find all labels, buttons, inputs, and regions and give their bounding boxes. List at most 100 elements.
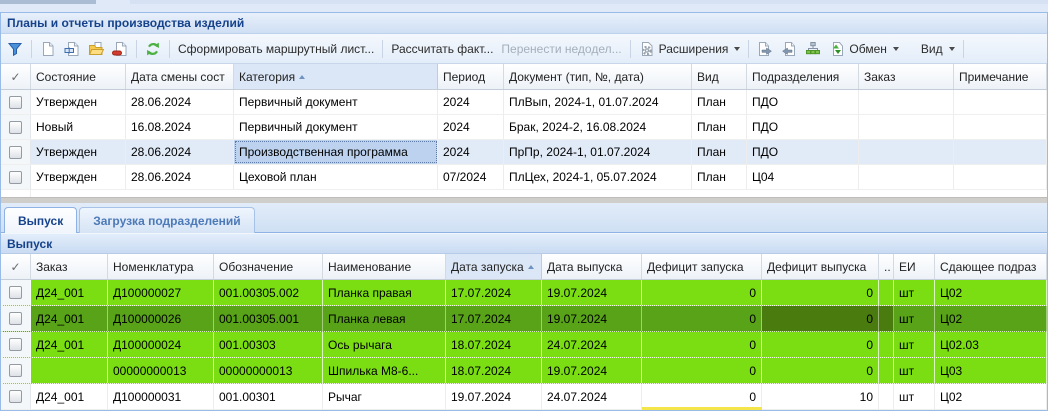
- column-header[interactable]: Период: [438, 64, 504, 89]
- cell: 00000000013: [108, 358, 214, 383]
- column-header[interactable]: Дата выпуска: [542, 254, 642, 279]
- refresh-button[interactable]: [141, 39, 165, 59]
- column-header[interactable]: Обозначение: [214, 254, 323, 279]
- toolbar-separator: [136, 39, 137, 58]
- column-header[interactable]: Дата смены сост: [126, 64, 234, 89]
- delete-document-button[interactable]: [108, 39, 132, 59]
- cell: 2024: [438, 140, 504, 164]
- hierarchy-button[interactable]: [801, 39, 825, 59]
- cell: шт: [894, 358, 935, 383]
- cell: 17.07.2024: [446, 306, 542, 331]
- route-sheet-button[interactable]: Сформировать маршрутный лист...: [174, 40, 378, 58]
- cell: Д24_001: [31, 332, 108, 357]
- calc-fact-button[interactable]: Рассчитать факт...: [387, 40, 497, 58]
- tab-label: Загрузка подразделений: [93, 213, 241, 228]
- row-checkbox[interactable]: [9, 338, 22, 351]
- table-row[interactable]: Д24_001 Д100000031 001.00301 Рычаг 19.07.202…: [1, 384, 1047, 410]
- column-header-label: Сдающее подраз: [940, 259, 1037, 274]
- cell: 0: [762, 332, 879, 357]
- table-row[interactable]: Д24_001 Д100000027 001.00305.002 Планка пра…: [1, 280, 1047, 306]
- row-checkbox-cell: [1, 306, 31, 331]
- column-header[interactable]: Вид: [692, 64, 747, 89]
- cell: 17.07.2024: [446, 280, 542, 305]
- column-header-label: Заказ: [36, 259, 68, 274]
- column-header[interactable]: Дефицит запуска: [642, 254, 762, 279]
- column-header[interactable]: Сдающее подраз: [935, 254, 1047, 279]
- cell: [954, 165, 1047, 189]
- column-header-label: Период: [443, 69, 486, 84]
- cell: Д100000031: [108, 384, 214, 409]
- select-all-column-header[interactable]: ✓: [1, 64, 31, 89]
- row-checkbox[interactable]: [9, 286, 22, 299]
- column-header[interactable]: Заказ: [859, 64, 954, 89]
- new-document-button[interactable]: [36, 39, 60, 59]
- cell: Ц02: [935, 306, 1047, 331]
- hierarchy-icon: [805, 41, 821, 57]
- refresh-icon: [145, 41, 161, 57]
- deficit-warning-strip: [642, 407, 762, 410]
- cell: Д24_001: [31, 280, 108, 305]
- cell: [954, 140, 1047, 164]
- cell: 2024: [438, 90, 504, 114]
- import-document-button[interactable]: [777, 39, 801, 59]
- select-all-column-header[interactable]: ✓: [1, 254, 31, 279]
- cell: 0: [762, 358, 879, 383]
- column-header[interactable]: Состояние: [31, 64, 126, 89]
- table-row[interactable]: 00000000013 00000000013 Шпилька М8-6... 18.…: [1, 358, 1047, 384]
- column-header[interactable]: Номенклатура: [108, 254, 214, 279]
- cell: 16.08.2024: [126, 115, 234, 139]
- edit-document-button[interactable]: [60, 39, 84, 59]
- row-checkbox[interactable]: [9, 390, 22, 403]
- row-checkbox[interactable]: [9, 120, 22, 134]
- table-row[interactable]: Утвержден 28.06.2024 Первичный документ 202…: [1, 90, 1047, 115]
- table-row[interactable]: Утвержден 28.06.2024 Производственная прог…: [1, 140, 1047, 165]
- filter-button[interactable]: [3, 39, 27, 59]
- cell: [31, 358, 108, 383]
- row-checkbox-cell: [1, 190, 31, 197]
- column-header-label: Дата выпуска: [547, 259, 623, 274]
- tab-zagruzka-podrazdeleniy[interactable]: Загрузка подразделений: [79, 207, 255, 233]
- open-folder-button[interactable]: [84, 39, 108, 59]
- cell: Д24_001: [31, 306, 108, 331]
- toolbar-separator: [382, 39, 384, 58]
- table-row[interactable]: Д24_001 Д100000024 001.00303 Ось рычага 18.0…: [1, 332, 1047, 358]
- table-row[interactable]: Д24_001 Д100000026 001.00305.001 Планка лев…: [1, 306, 1047, 332]
- cell: шт: [894, 306, 935, 331]
- cell: Д24_001: [31, 384, 108, 409]
- exchange-menu-button[interactable]: Обмен: [825, 39, 903, 59]
- row-checkbox[interactable]: [9, 95, 22, 109]
- column-header[interactable]: Категория: [234, 64, 438, 89]
- row-checkbox-cell: [1, 358, 31, 383]
- splitter-handle[interactable]: [1, 197, 1047, 203]
- table-row[interactable]: Новый 16.08.2024 Первичный документ 2024 Бра…: [1, 115, 1047, 140]
- cell: 19.07.2024: [542, 280, 642, 305]
- column-header[interactable]: Документ (тип, №, дата): [504, 64, 692, 89]
- column-header[interactable]: ..: [879, 254, 894, 279]
- column-header[interactable]: Наименование: [323, 254, 446, 279]
- cell: [954, 115, 1047, 139]
- column-header[interactable]: Примечание: [954, 64, 1047, 89]
- outer-strip: [130, 0, 1048, 4]
- new-document-icon: [40, 41, 56, 57]
- export-document-button[interactable]: [753, 39, 777, 59]
- cell: шт: [894, 280, 935, 305]
- row-checkbox[interactable]: [9, 312, 22, 325]
- open-folder-icon: [88, 41, 105, 57]
- column-header[interactable]: Подразделения: [747, 64, 859, 89]
- column-header-label: Примечание: [959, 69, 1029, 84]
- row-checkbox[interactable]: [9, 145, 22, 159]
- view-menu-button[interactable]: Вид: [917, 40, 959, 58]
- cell: 0: [642, 280, 762, 305]
- column-header[interactable]: Дата запуска: [446, 254, 542, 279]
- column-header[interactable]: ЕИ: [894, 254, 935, 279]
- table-row[interactable]: Утвержден 28.06.2024 Цеховой план 07/2024 Пл…: [1, 165, 1047, 190]
- cell: Ц02: [935, 280, 1047, 305]
- row-checkbox[interactable]: [9, 170, 22, 184]
- exchange-icon: [829, 41, 845, 57]
- column-header[interactable]: Заказ: [31, 254, 108, 279]
- toolbar-separator: [629, 39, 631, 58]
- extensions-menu-button[interactable]: Расширения: [635, 39, 745, 59]
- column-header[interactable]: Дефицит выпуска: [762, 254, 879, 279]
- tab-vypusk[interactable]: Выпуск: [4, 207, 78, 233]
- row-checkbox[interactable]: [9, 364, 22, 377]
